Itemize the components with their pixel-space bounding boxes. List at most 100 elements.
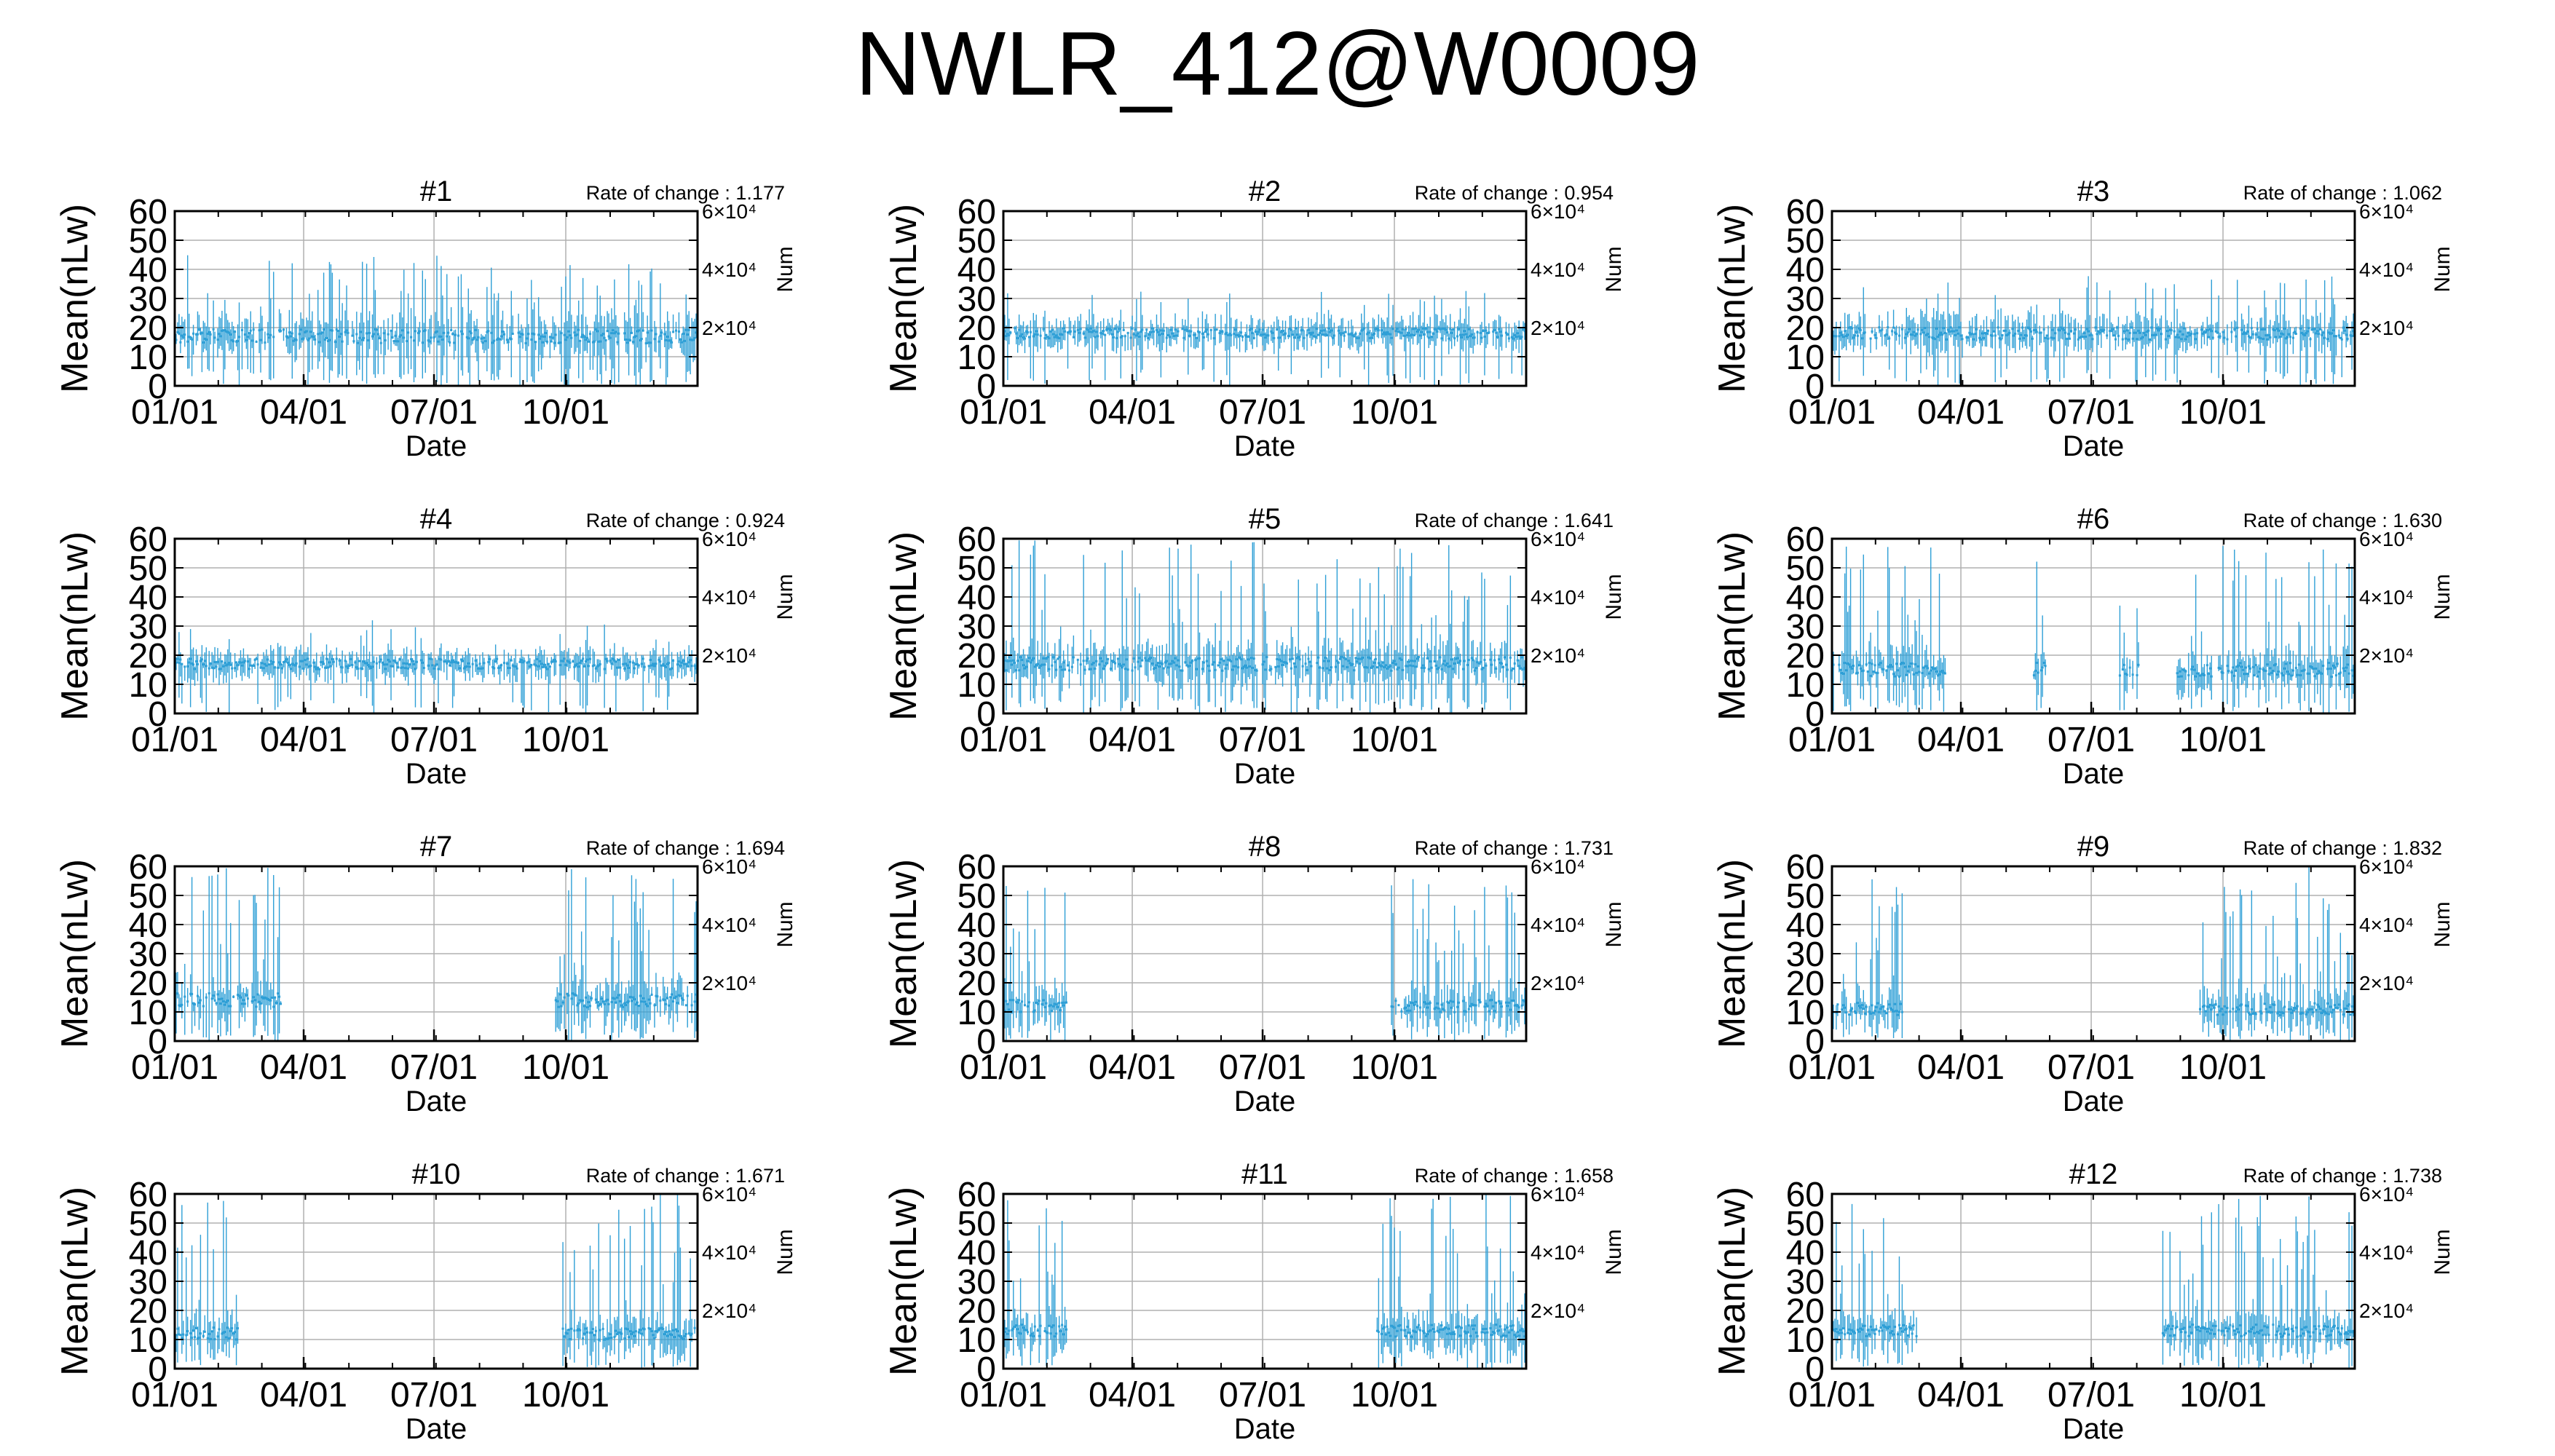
data-point bbox=[2312, 668, 2315, 670]
data-point bbox=[1838, 335, 1841, 338]
data-point bbox=[484, 340, 487, 343]
data-point bbox=[594, 328, 597, 331]
data-point bbox=[1486, 1005, 1489, 1008]
y-axis-label: Mean(nLw) bbox=[54, 204, 96, 393]
x-axis-label: Date bbox=[406, 1085, 467, 1117]
data-point bbox=[182, 1333, 185, 1336]
data-point bbox=[1182, 336, 1185, 339]
data-point bbox=[1844, 1006, 1847, 1009]
data-point bbox=[1366, 666, 1369, 669]
data-point bbox=[1384, 333, 1387, 336]
data-point bbox=[2278, 329, 2280, 332]
data-point bbox=[176, 992, 179, 995]
data-point bbox=[292, 663, 295, 666]
data-point bbox=[588, 333, 591, 336]
data-point bbox=[1394, 1000, 1397, 1002]
data-point bbox=[2247, 1011, 2250, 1014]
data-point bbox=[335, 657, 338, 660]
data-point bbox=[1035, 1001, 1038, 1004]
data-point bbox=[2039, 331, 2042, 334]
data-point bbox=[561, 660, 564, 662]
data-point bbox=[2318, 333, 2321, 336]
data-point bbox=[1931, 336, 1934, 339]
data-point bbox=[686, 333, 689, 336]
data-point bbox=[1495, 1001, 1498, 1004]
data-point bbox=[582, 333, 585, 336]
y-tick-label: 60 bbox=[1786, 848, 1825, 887]
data-point bbox=[1111, 660, 1114, 662]
data-point bbox=[2026, 326, 2029, 329]
data-point bbox=[1108, 328, 1111, 331]
data-point bbox=[1085, 660, 1088, 662]
data-point bbox=[1062, 661, 1065, 664]
data-point bbox=[2229, 1010, 2232, 1013]
data-point bbox=[2350, 1005, 2353, 1008]
x-tick-label: 07/01 bbox=[2047, 393, 2135, 432]
data-point bbox=[1844, 330, 1847, 333]
data-point bbox=[178, 332, 181, 335]
data-point bbox=[520, 659, 523, 662]
data-point bbox=[2122, 663, 2125, 666]
data-point bbox=[298, 665, 301, 668]
data-point bbox=[1324, 657, 1327, 660]
data-point bbox=[687, 661, 690, 664]
data-point bbox=[2247, 665, 2250, 668]
data-point bbox=[1492, 330, 1495, 333]
data-point bbox=[1495, 668, 1498, 670]
data-point bbox=[1264, 336, 1267, 339]
data-point bbox=[1859, 328, 1862, 331]
data-point bbox=[216, 993, 219, 996]
data-point bbox=[487, 330, 490, 333]
data-point bbox=[176, 331, 179, 333]
data-point bbox=[487, 660, 490, 663]
data-point bbox=[1086, 328, 1089, 331]
data-point bbox=[2263, 669, 2266, 672]
panel-title: #9 bbox=[2077, 831, 2110, 863]
data-point bbox=[1387, 665, 1390, 668]
data-point bbox=[366, 332, 368, 335]
y-tick-label: 30 bbox=[957, 608, 996, 646]
data-point bbox=[494, 660, 497, 662]
data-point bbox=[2057, 328, 2060, 331]
data-point bbox=[280, 663, 283, 666]
y-tick-label: 10 bbox=[957, 994, 996, 1032]
data-point bbox=[631, 996, 634, 999]
data-point bbox=[1991, 334, 1994, 337]
data-point bbox=[650, 664, 653, 667]
data-point bbox=[1891, 1008, 1894, 1011]
x-tick-label: 10/01 bbox=[522, 1048, 609, 1087]
data-point bbox=[1290, 328, 1292, 331]
data-point bbox=[1171, 660, 1174, 662]
data-point bbox=[2066, 337, 2069, 340]
data-point bbox=[1409, 1009, 1412, 1012]
data-point bbox=[2008, 331, 2011, 334]
data-point bbox=[1064, 668, 1067, 671]
data-point bbox=[587, 665, 590, 668]
data-point bbox=[1111, 333, 1114, 336]
data-point bbox=[1274, 665, 1277, 668]
data-point bbox=[1397, 1004, 1400, 1007]
data-point bbox=[2306, 1010, 2309, 1013]
data-point bbox=[1059, 1009, 1062, 1012]
data-point bbox=[1876, 1002, 1879, 1005]
data-point bbox=[1027, 657, 1030, 660]
data-point bbox=[1343, 334, 1346, 337]
data-point bbox=[683, 662, 686, 665]
data-point bbox=[213, 999, 216, 1002]
data-point bbox=[1164, 661, 1166, 664]
data-point bbox=[1415, 657, 1418, 660]
data-point bbox=[650, 993, 653, 996]
data-point bbox=[550, 340, 553, 343]
data-point bbox=[1151, 327, 1154, 330]
data-point bbox=[1517, 665, 1520, 668]
data-point bbox=[553, 658, 556, 661]
data-point bbox=[363, 660, 366, 663]
y-tick-label: 60 bbox=[129, 848, 167, 887]
data-point bbox=[1434, 328, 1437, 331]
data-point bbox=[1455, 657, 1458, 660]
data-point bbox=[1197, 330, 1200, 333]
data-point bbox=[1036, 333, 1039, 336]
data-point bbox=[662, 662, 665, 665]
data-point bbox=[1211, 663, 1214, 666]
data-point bbox=[351, 663, 354, 666]
